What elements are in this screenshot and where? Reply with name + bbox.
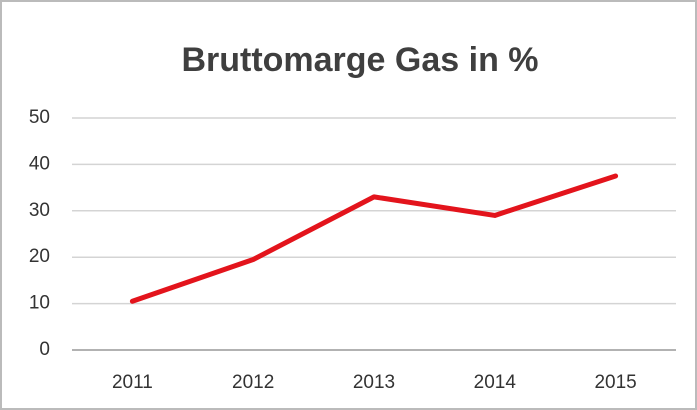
x-tick-label: 2012 [232,372,274,393]
y-tick-label: 20 [29,246,50,267]
chart-title: Bruttomarge Gas in % [181,41,538,79]
x-tick-label: 2013 [353,372,395,393]
y-tick-label: 0 [39,339,50,360]
y-tick-label: 30 [29,200,50,221]
x-tick-label: 2015 [594,372,636,393]
data-line [129,173,619,304]
y-tick-label: 50 [29,107,50,128]
x-tick-label: 2014 [474,372,517,393]
x-tick-label: 2011 [112,372,153,393]
y-tick-label: 40 [29,153,50,174]
y-tick-label: 10 [29,293,50,314]
